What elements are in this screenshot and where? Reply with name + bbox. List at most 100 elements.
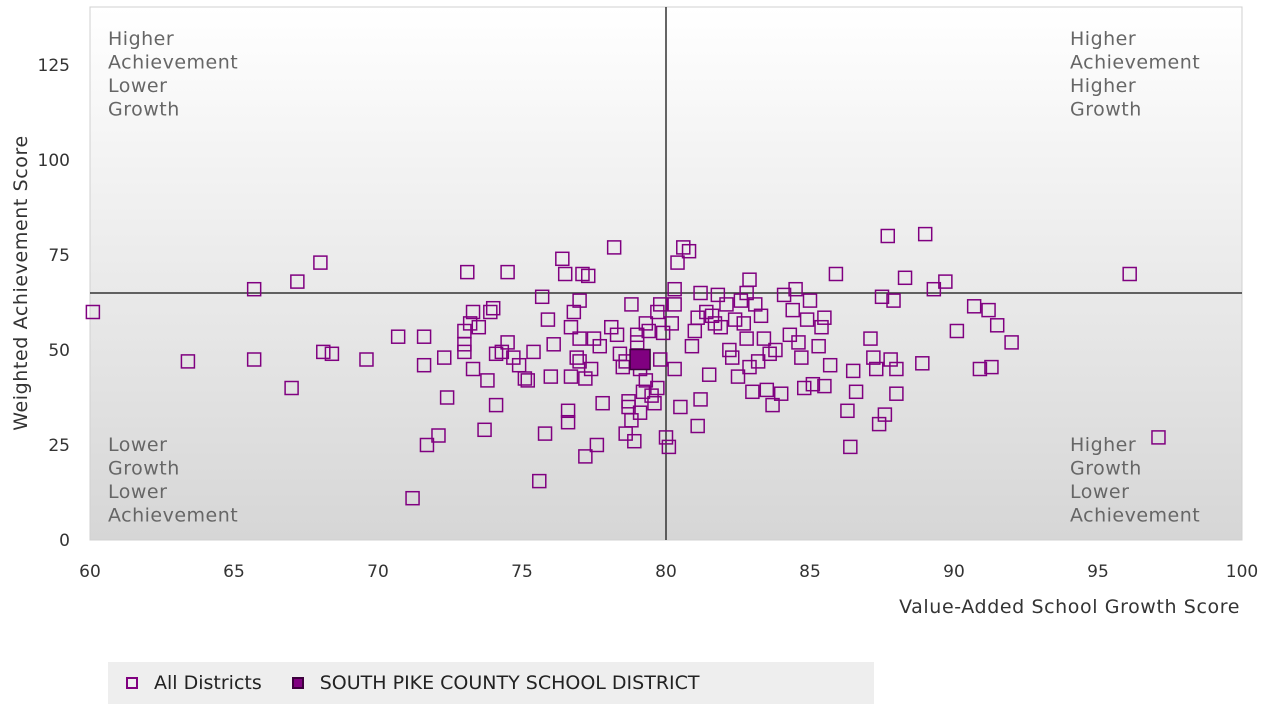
data-point[interactable] xyxy=(500,335,515,350)
data-point[interactable] xyxy=(880,228,896,244)
data-point[interactable] xyxy=(877,407,893,422)
data-point[interactable] xyxy=(742,272,757,287)
data-point[interactable] xyxy=(609,327,625,343)
data-point[interactable] xyxy=(471,319,487,335)
data-point[interactable] xyxy=(693,392,708,407)
data-point[interactable] xyxy=(485,300,501,316)
data-point[interactable] xyxy=(814,319,829,335)
data-point[interactable] xyxy=(724,350,740,365)
data-point[interactable] xyxy=(416,357,432,373)
data-point[interactable] xyxy=(500,264,515,280)
data-point[interactable] xyxy=(828,266,844,282)
data-point[interactable] xyxy=(632,405,648,420)
data-point[interactable] xyxy=(652,352,668,367)
data-point[interactable] xyxy=(805,376,821,392)
data-point[interactable] xyxy=(722,342,737,358)
data-point[interactable] xyxy=(768,342,783,358)
data-point[interactable] xyxy=(460,264,475,280)
data-point[interactable] xyxy=(796,380,812,396)
data-point[interactable] xyxy=(655,325,671,341)
data-point[interactable] xyxy=(572,354,587,369)
highlighted-district-point[interactable] xyxy=(629,348,651,371)
data-point[interactable] xyxy=(180,354,196,369)
data-point[interactable] xyxy=(984,359,999,375)
data-point[interactable] xyxy=(690,310,705,325)
data-point[interactable] xyxy=(436,350,452,365)
data-point[interactable] xyxy=(439,390,455,405)
data-point[interactable] xyxy=(938,274,953,289)
data-point[interactable] xyxy=(246,352,262,367)
data-point[interactable] xyxy=(889,386,904,401)
data-point[interactable] xyxy=(966,299,982,314)
data-point[interactable] xyxy=(750,354,766,369)
data-point[interactable] xyxy=(693,285,708,301)
data-point[interactable] xyxy=(765,397,780,413)
data-point[interactable] xyxy=(526,344,541,360)
data-point[interactable] xyxy=(776,287,792,303)
data-point[interactable] xyxy=(704,308,720,324)
data-point[interactable] xyxy=(690,418,705,434)
data-point[interactable] xyxy=(316,344,331,360)
data-point[interactable] xyxy=(949,323,965,339)
data-point[interactable] xyxy=(555,251,570,267)
data-point[interactable] xyxy=(615,359,631,375)
data-point[interactable] xyxy=(563,369,579,384)
data-point[interactable] xyxy=(419,437,435,453)
data-point[interactable] xyxy=(465,304,481,320)
data-point[interactable] xyxy=(658,430,674,445)
data-point[interactable] xyxy=(477,422,492,438)
legend-item-all-districts[interactable]: All Districts xyxy=(126,672,262,694)
data-point[interactable] xyxy=(589,437,605,453)
data-point[interactable] xyxy=(822,357,838,373)
data-point[interactable] xyxy=(629,327,645,343)
data-point[interactable] xyxy=(627,433,642,449)
data-point[interactable] xyxy=(650,380,665,396)
data-point[interactable] xyxy=(713,319,728,335)
data-point[interactable] xyxy=(592,338,608,354)
data-point[interactable] xyxy=(520,373,536,388)
data-point[interactable] xyxy=(546,337,561,352)
data-point[interactable] xyxy=(727,312,743,327)
data-point[interactable] xyxy=(843,439,858,455)
data-point[interactable] xyxy=(710,287,726,303)
data-point[interactable] xyxy=(730,369,746,384)
data-point[interactable] xyxy=(739,331,754,346)
data-point[interactable] xyxy=(606,240,622,255)
data-point[interactable] xyxy=(667,281,682,297)
data-point[interactable] xyxy=(926,281,942,297)
data-point[interactable] xyxy=(324,346,340,362)
data-point[interactable] xyxy=(462,316,478,331)
data-point[interactable] xyxy=(534,289,550,305)
data-point[interactable] xyxy=(681,243,697,259)
data-point[interactable] xyxy=(785,302,800,318)
data-point[interactable] xyxy=(742,359,757,375)
data-point[interactable] xyxy=(791,335,806,350)
data-point[interactable] xyxy=(532,473,547,489)
data-point[interactable] xyxy=(557,266,573,282)
data-point[interactable] xyxy=(650,304,665,320)
data-point[interactable] xyxy=(563,319,579,335)
data-point[interactable] xyxy=(917,226,933,242)
data-point[interactable] xyxy=(647,395,662,411)
data-point[interactable] xyxy=(670,255,685,270)
data-point[interactable] xyxy=(889,361,904,377)
data-point[interactable] xyxy=(652,297,668,312)
data-point[interactable] xyxy=(390,329,406,344)
data-point[interactable] xyxy=(540,312,556,327)
data-point[interactable] xyxy=(290,274,305,289)
data-point[interactable] xyxy=(868,361,884,377)
data-point[interactable] xyxy=(874,289,890,305)
data-point[interactable] xyxy=(560,414,576,430)
data-point[interactable] xyxy=(848,384,864,400)
data-point[interactable] xyxy=(483,304,498,320)
data-point[interactable] xyxy=(580,268,596,284)
data-point[interactable] xyxy=(569,350,584,365)
data-point[interactable] xyxy=(664,316,680,331)
data-point[interactable] xyxy=(802,293,818,308)
data-point[interactable] xyxy=(85,304,101,320)
data-point[interactable] xyxy=(578,449,593,464)
data-point[interactable] xyxy=(886,293,901,308)
data-point[interactable] xyxy=(817,310,832,325)
data-point[interactable] xyxy=(745,384,760,400)
data-point[interactable] xyxy=(866,350,881,365)
